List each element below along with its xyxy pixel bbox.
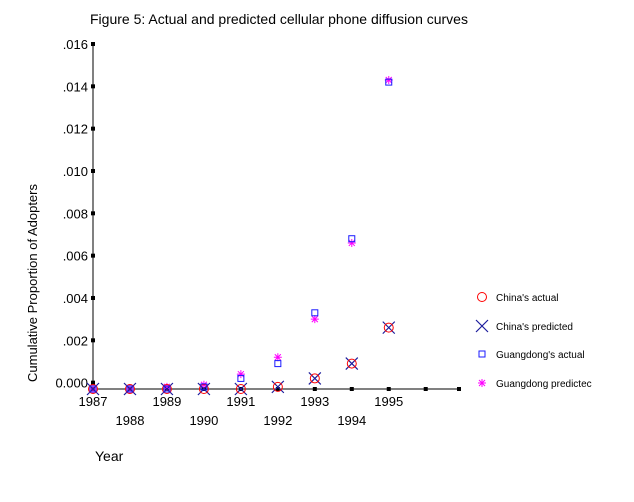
- data-point: [384, 75, 393, 84]
- data-point: [347, 238, 356, 247]
- x-tick-label: 1992: [263, 413, 292, 428]
- data-point: [311, 309, 319, 317]
- x-tick-label: 1993: [300, 394, 329, 409]
- chart-title: Figure 5: Actual and predicted cellular …: [90, 11, 468, 27]
- x-tick-label: 1994: [337, 413, 366, 428]
- data-point: [274, 360, 282, 368]
- y-tick-mark: [91, 211, 95, 216]
- x-tick-label: 1987: [79, 394, 108, 409]
- data-point: [123, 382, 137, 396]
- x-tick-label: 1989: [152, 394, 181, 409]
- series-x: [86, 321, 396, 396]
- y-tick-label: .006: [63, 249, 88, 264]
- data-point: [271, 380, 285, 394]
- data-point: [161, 384, 172, 394]
- y-tick-label: 0.000: [55, 376, 88, 391]
- x-tick-mark: [457, 387, 461, 391]
- data-point: [86, 382, 100, 396]
- x-tick-label: 1990: [189, 413, 218, 428]
- data-point: [237, 374, 245, 382]
- data-point: [198, 384, 209, 394]
- data-point: [309, 373, 320, 384]
- axes: .016 .014 .012 .010 .008 .006 .004 .002 0.000 198…: [55, 37, 461, 428]
- data-point: [234, 382, 248, 396]
- x-tick-label: 1988: [116, 413, 145, 428]
- y-tick-label: .016: [63, 37, 88, 52]
- legend: China's actual China's predicted Guangdong…: [475, 292, 592, 390]
- legend-label: Guangdong predictec: [496, 379, 592, 390]
- y-tick-mark: [91, 380, 95, 385]
- y-tick-mark: [91, 84, 95, 89]
- data-marks: [86, 75, 396, 396]
- data-point: [162, 382, 171, 391]
- data-point: [273, 353, 282, 362]
- y-tick-label: .002: [63, 333, 88, 348]
- y-tick-label: .012: [63, 122, 88, 137]
- series-circle: [88, 322, 394, 394]
- y-tick-label: .014: [63, 79, 88, 94]
- y-tick-mark: [91, 338, 95, 343]
- legend-label: China's actual: [496, 293, 559, 304]
- data-point: [345, 357, 359, 371]
- legend-marker: [478, 379, 486, 387]
- legend-marker: [477, 292, 487, 302]
- data-point: [163, 385, 171, 393]
- data-point: [346, 358, 357, 369]
- data-point: [272, 381, 283, 392]
- legend-label: China's predicted: [496, 322, 573, 333]
- y-tick-label: .008: [63, 206, 88, 221]
- y-tick-label: .010: [63, 164, 88, 179]
- series-star: [89, 75, 393, 393]
- series-square: [89, 78, 393, 393]
- y-axis-label: Cumulative Proportion of Adopters: [25, 184, 40, 382]
- data-point: [383, 322, 394, 333]
- data-point: [197, 382, 211, 396]
- x-tick-mark: [386, 387, 391, 391]
- y-tick-label: .004: [63, 291, 88, 306]
- data-point: [236, 370, 245, 379]
- x-tick-mark: [312, 387, 317, 391]
- data-point: [160, 382, 174, 396]
- x-tick-mark: [423, 387, 428, 391]
- y-tick-mark: [91, 295, 95, 300]
- data-point: [89, 385, 97, 393]
- data-point: [124, 384, 135, 394]
- data-point: [88, 384, 98, 394]
- data-point: [385, 78, 393, 86]
- y-tick-mark: [91, 126, 95, 131]
- data-point: [235, 384, 246, 394]
- data-point: [310, 315, 319, 324]
- legend-marker: [478, 350, 486, 358]
- data-point: [382, 321, 396, 335]
- data-point: [200, 383, 208, 391]
- y-tick-mark: [91, 253, 95, 258]
- data-point: [126, 385, 134, 393]
- data-point: [348, 235, 356, 243]
- x-tick-label: 1991: [226, 394, 255, 409]
- y-tick-mark: [91, 42, 95, 46]
- x-axis-label: Year: [95, 448, 124, 464]
- legend-marker: [475, 319, 489, 333]
- x-tick-label: 1995: [374, 394, 403, 409]
- x-tick-mark: [349, 387, 354, 391]
- legend-label: Guangdong's actual: [496, 350, 585, 361]
- x-tick-mark: [275, 387, 280, 391]
- data-point: [308, 371, 322, 385]
- y-tick-mark: [91, 168, 95, 173]
